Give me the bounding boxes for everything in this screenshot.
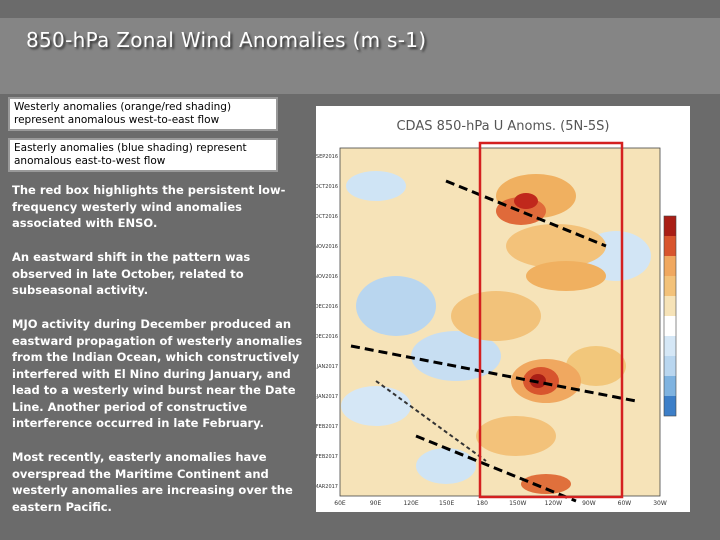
- date-label: 1NOV2016: [316, 244, 338, 250]
- longitude-label: 60E: [334, 500, 346, 507]
- colorbar: [663, 215, 677, 417]
- paragraph: MJO activity during December produced an…: [12, 317, 303, 430]
- callout: Westerly anomalies (orange/red shading) …: [8, 97, 278, 131]
- title-bar: [0, 18, 720, 94]
- paragraph: Most recently, easterly anomalies have o…: [12, 450, 293, 514]
- date-label: 16FEB2017: [316, 454, 338, 460]
- slide-title: 850-hPa Zonal Wind Anomalies (m s-1): [26, 28, 427, 52]
- plot-area: [339, 147, 661, 503]
- paragraph: The red box highlights the persistent lo…: [12, 183, 286, 230]
- paragraph: An eastward shift in the pattern was obs…: [12, 250, 251, 297]
- longitude-label: 150W: [509, 500, 526, 507]
- date-label: 1DEC2016: [316, 304, 338, 310]
- longitude-label: 30W: [653, 500, 667, 507]
- highlight-box: [478, 141, 624, 499]
- hovmoller-figure: CDAS 850-hPa U Anoms. (5N-5S): [316, 106, 690, 512]
- date-label: 1MAR2017: [316, 484, 338, 490]
- date-label: 1OCT2016: [316, 184, 338, 190]
- longitude-label: 90W: [582, 500, 596, 507]
- longitude-label: 120W: [545, 500, 562, 507]
- longitude-label: 60W: [618, 500, 632, 507]
- callout: Easterly anomalies (blue shading) repres…: [8, 138, 278, 172]
- longitude-label: 180: [476, 500, 488, 507]
- date-label: 1FEB2017: [316, 424, 338, 430]
- date-label: 1JAN2017: [316, 364, 338, 370]
- figure-title: CDAS 850-hPa U Anoms. (5N-5S): [396, 119, 609, 134]
- longitude-label: 120E: [403, 500, 418, 507]
- longitude-label: 150E: [439, 500, 454, 507]
- date-label: 15SEP2016: [316, 154, 338, 160]
- longitude-label: 90E: [370, 500, 382, 507]
